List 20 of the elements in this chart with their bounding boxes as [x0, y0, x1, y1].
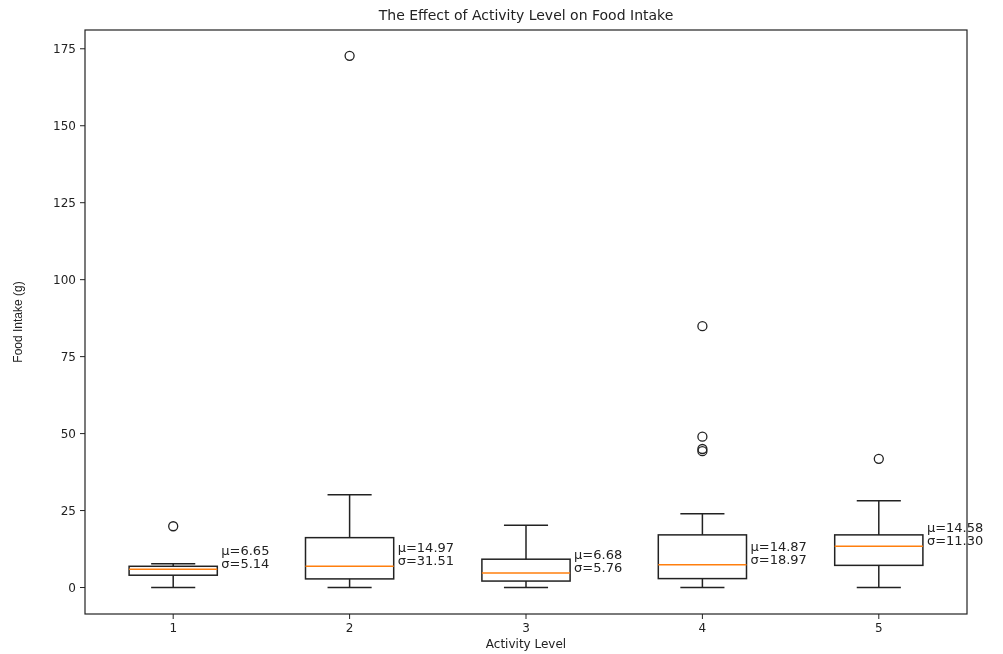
x-axis-title: Activity Level	[485, 637, 567, 651]
y-tick-label: 25	[60, 503, 76, 518]
y-tick-label: 0	[68, 580, 76, 595]
x-tick-label: 2	[345, 621, 354, 635]
y-tick-label: 100	[53, 272, 76, 287]
annotation: μ=6.65 σ=5.14	[221, 543, 270, 572]
x-tick-label: 1	[169, 621, 178, 635]
y-tick-label: 50	[60, 426, 76, 441]
x-tick-label: 3	[522, 621, 530, 635]
y-tick-label: 150	[53, 118, 76, 133]
chart-title: The Effect of Activity Level on Food Intake	[377, 7, 674, 23]
x-tick-label: 5	[874, 621, 883, 635]
annotation: μ=6.68 σ=5.76	[574, 547, 623, 576]
y-axis-title: Food Intake (g)	[11, 281, 25, 363]
annotation: μ=14.97 σ=31.51	[397, 540, 455, 569]
x-tick-label: 4	[698, 621, 707, 635]
annotation: μ=14.87 σ=18.97	[750, 538, 807, 567]
y-tick-label: 75	[60, 349, 76, 364]
y-tick-label: 125	[53, 195, 76, 210]
y-tick-label: 175	[53, 41, 76, 56]
